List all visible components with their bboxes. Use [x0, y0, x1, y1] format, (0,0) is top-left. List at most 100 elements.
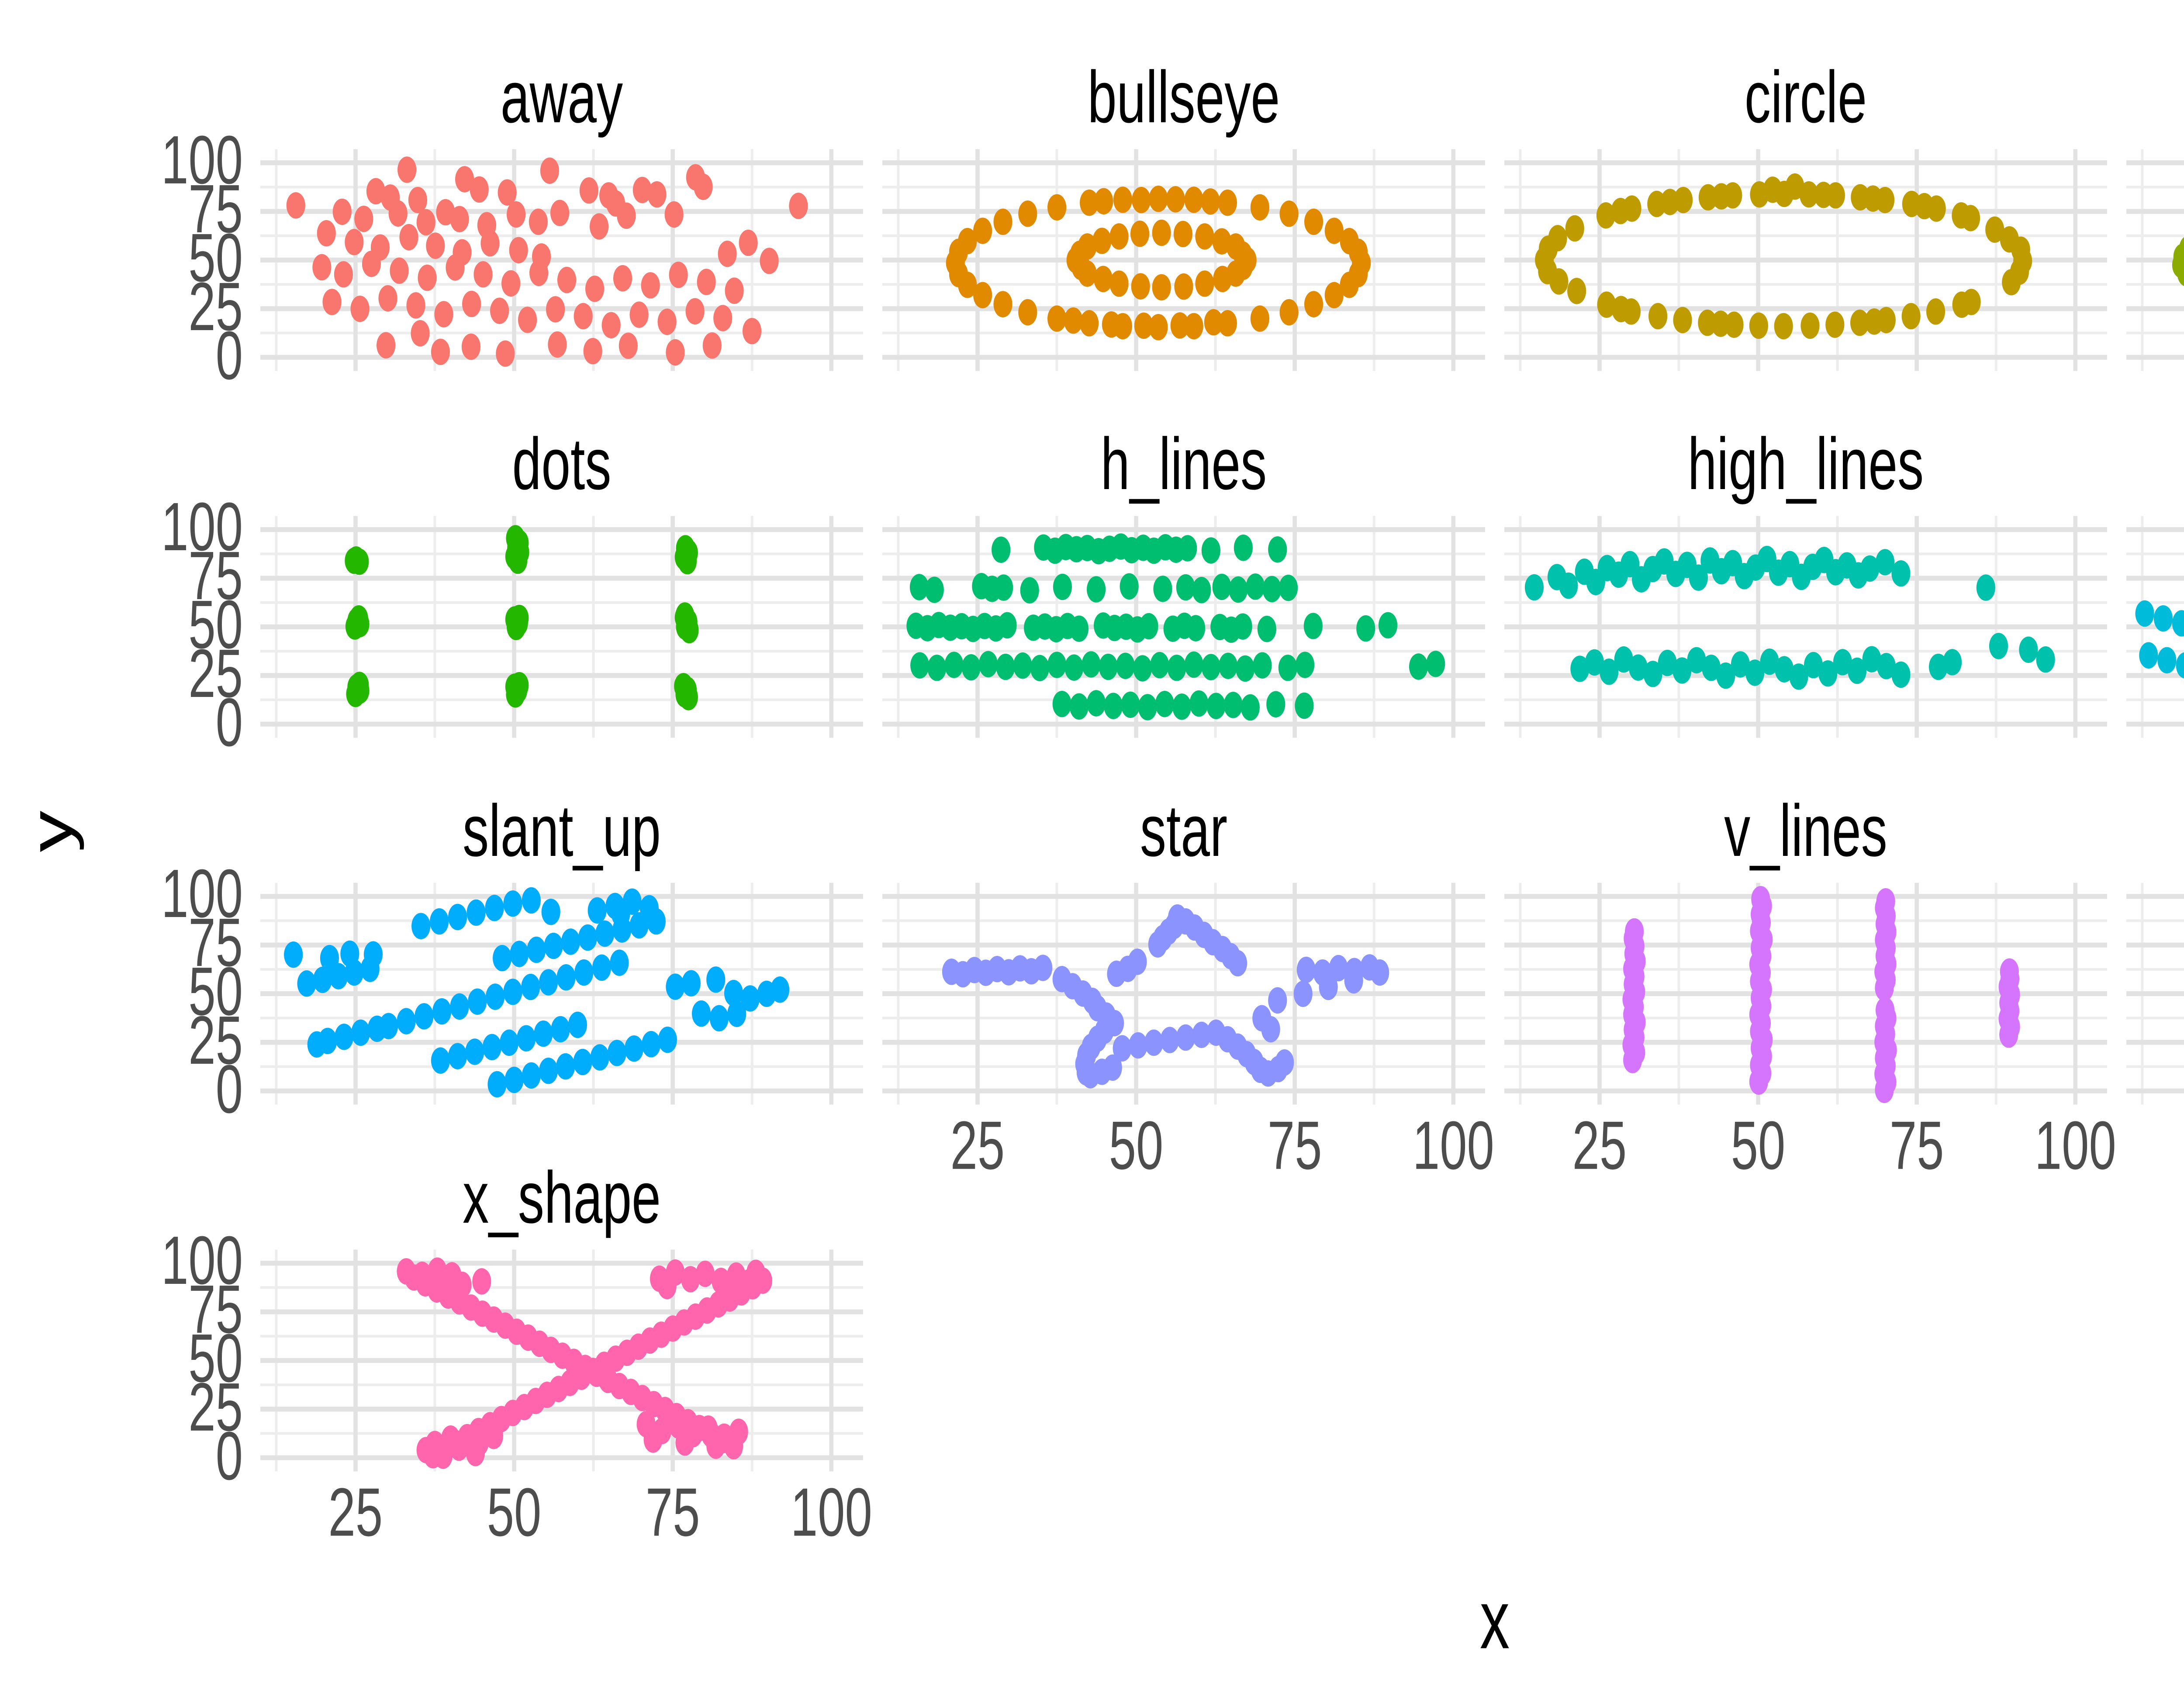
data-point — [1071, 253, 1091, 279]
y-tick-label: 50 — [188, 220, 243, 296]
data-point — [1303, 612, 1323, 639]
data-point — [1153, 575, 1172, 601]
data-point — [592, 953, 612, 980]
data-point — [1976, 573, 1995, 600]
x-tick-label: 25 — [1572, 1107, 1627, 1183]
scatter-panel — [2126, 148, 2184, 370]
data-point — [1094, 187, 1113, 214]
data-point — [643, 1425, 663, 1452]
data-point — [727, 1000, 746, 1027]
data-point — [557, 266, 577, 293]
data-point — [996, 653, 1015, 679]
data-point — [450, 205, 469, 232]
data-point — [320, 944, 339, 971]
data-point — [1131, 272, 1150, 299]
facet-star: star 25 50 75 100 — [882, 793, 1494, 1179]
y-tick-label: 25 — [188, 635, 243, 712]
data-point — [1304, 290, 1324, 317]
facet-title: circle — [1744, 58, 1867, 139]
data-point — [507, 200, 526, 227]
data-point — [446, 253, 465, 280]
data-point — [647, 180, 667, 207]
y-tick-label: 50 — [188, 587, 243, 663]
data-point — [1876, 887, 1895, 914]
data-point — [1304, 207, 1324, 234]
data-point — [1201, 653, 1220, 680]
data-point — [522, 886, 541, 913]
data-point — [1378, 611, 1398, 638]
data-point — [334, 260, 353, 287]
facet-v_lines: v_lines 25 50 75 100 — [1504, 793, 2116, 1179]
data-point — [1241, 693, 1260, 720]
data-point — [317, 219, 336, 246]
y-axis-tick-labels: 100 75 50 25 0 — [93, 493, 243, 756]
facet-h_lines: h_lines — [882, 426, 1485, 737]
data-point — [1901, 302, 1921, 329]
data-point — [1324, 281, 1344, 308]
data-point — [1295, 692, 1314, 718]
data-point — [1120, 572, 1139, 599]
data-point — [1724, 310, 1744, 338]
data-point — [1565, 214, 1584, 241]
facet-title: v_lines — [1724, 791, 1887, 872]
y-tick-label: 0 — [215, 684, 243, 760]
data-point — [642, 1030, 661, 1057]
data-point — [1716, 662, 1735, 688]
y-tick-label: 100 — [161, 123, 243, 199]
data-point — [2000, 957, 2019, 984]
data-point — [1825, 310, 1845, 338]
data-point — [521, 973, 540, 1000]
data-point — [1625, 917, 1644, 944]
data-point — [2000, 225, 2019, 252]
data-point — [1268, 535, 1287, 562]
data-point — [411, 319, 430, 346]
data-point — [1711, 310, 1730, 336]
data-point — [2036, 645, 2055, 672]
data-point — [1712, 182, 1731, 209]
data-point — [706, 966, 726, 992]
data-point — [1166, 185, 1185, 212]
data-point — [1268, 986, 1287, 1013]
data-point — [1064, 653, 1084, 680]
data-point — [695, 1260, 715, 1286]
data-point — [1279, 298, 1299, 325]
data-point — [694, 172, 713, 200]
data-point — [517, 1024, 536, 1051]
data-point — [2135, 600, 2154, 626]
data-point — [1149, 185, 1168, 211]
data-point — [1092, 227, 1112, 254]
data-point — [1184, 312, 1203, 339]
data-point — [465, 1038, 484, 1064]
data-point — [675, 1428, 695, 1455]
data-point — [1087, 689, 1106, 716]
data-point — [641, 271, 660, 298]
data-point — [1013, 652, 1032, 678]
data-point — [1018, 298, 1037, 325]
scatter-panel — [882, 148, 1485, 370]
data-point — [508, 547, 528, 573]
data-point — [1611, 197, 1630, 224]
data-point — [1296, 955, 1316, 983]
data-point — [1121, 690, 1140, 717]
data-point — [431, 338, 450, 365]
data-point — [503, 978, 522, 1004]
y-tick-label: 0 — [215, 1417, 243, 1494]
facet-title: h_lines — [1100, 424, 1267, 506]
scatter-panel — [882, 515, 1485, 737]
data-point — [1246, 572, 1265, 599]
data-point — [1172, 693, 1192, 719]
data-point — [421, 1266, 440, 1293]
data-point — [1862, 645, 1881, 672]
data-point — [541, 898, 560, 924]
data-point — [1293, 979, 1313, 1007]
data-point — [1628, 653, 1648, 680]
data-point — [399, 223, 418, 250]
x-tick-label: 50 — [1109, 1107, 1164, 1183]
data-point — [1548, 224, 1567, 251]
data-point — [1891, 559, 1911, 586]
data-point — [1673, 306, 1692, 333]
data-point — [574, 302, 593, 329]
data-point — [544, 932, 563, 959]
data-point — [709, 1004, 729, 1031]
data-point — [578, 924, 598, 950]
